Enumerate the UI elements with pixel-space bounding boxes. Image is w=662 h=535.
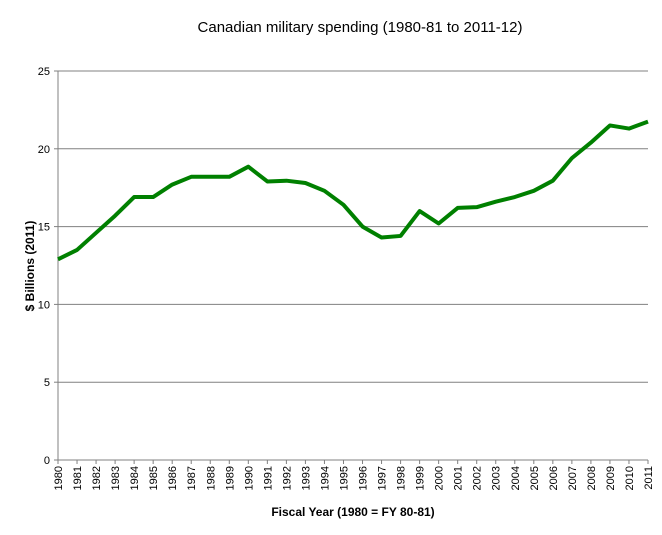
x-tick-label: 1997 <box>377 466 389 490</box>
x-tick-label: 2007 <box>567 466 579 490</box>
x-tick-label: 1982 <box>91 466 103 490</box>
x-tick-label: 2008 <box>586 466 598 490</box>
x-tick-label: 1992 <box>281 466 293 490</box>
x-tick-label: 1996 <box>358 466 370 490</box>
y-tick-label: 15 <box>38 222 50 234</box>
x-tick-label: 1994 <box>319 466 331 490</box>
x-tick-label: 2004 <box>510 466 522 490</box>
x-tick-label: 2010 <box>624 466 636 490</box>
x-tick-label: 1983 <box>110 466 122 490</box>
x-tick-label: 2011 <box>643 466 655 490</box>
x-tick-label: 2001 <box>453 466 465 490</box>
x-tick-label: 1981 <box>72 466 84 490</box>
y-tick-label: 0 <box>44 455 50 467</box>
x-tick-label: 1987 <box>186 466 198 490</box>
y-tick-label: 5 <box>44 377 50 389</box>
x-axis-title: Fiscal Year (1980 = FY 80-81) <box>271 505 434 519</box>
x-tick-label: 1980 <box>53 466 65 490</box>
x-tick-label: 1999 <box>415 466 427 490</box>
x-tick-label: 2003 <box>491 466 503 490</box>
x-tick-label: 1990 <box>243 466 255 490</box>
x-tick-label: 1985 <box>148 466 160 490</box>
x-tick-label: 1998 <box>396 466 408 490</box>
x-tick-label: 2006 <box>548 466 560 490</box>
x-tick-label: 2009 <box>605 466 617 490</box>
y-tick-label: 20 <box>38 144 50 156</box>
y-tick-label: 25 <box>38 66 50 78</box>
x-tick-label: 1986 <box>167 466 179 490</box>
x-tick-label: 1995 <box>338 466 350 490</box>
chart-title: Canadian military spending (1980-81 to 2… <box>198 19 523 36</box>
x-tick-label: 1991 <box>262 466 274 490</box>
x-tick-label: 1993 <box>300 466 312 490</box>
x-tick-label: 1988 <box>205 466 217 490</box>
x-tick-label: 1984 <box>129 466 141 490</box>
data-line <box>57 119 649 262</box>
x-tick-label: 2005 <box>529 466 541 490</box>
y-tick-label: 10 <box>38 299 50 311</box>
y-axis-title: $ Billions (2011) <box>23 221 37 312</box>
x-tick-label: 1989 <box>224 466 236 490</box>
x-tick-label: 2002 <box>472 466 484 490</box>
x-tick-label: 2000 <box>434 466 446 490</box>
